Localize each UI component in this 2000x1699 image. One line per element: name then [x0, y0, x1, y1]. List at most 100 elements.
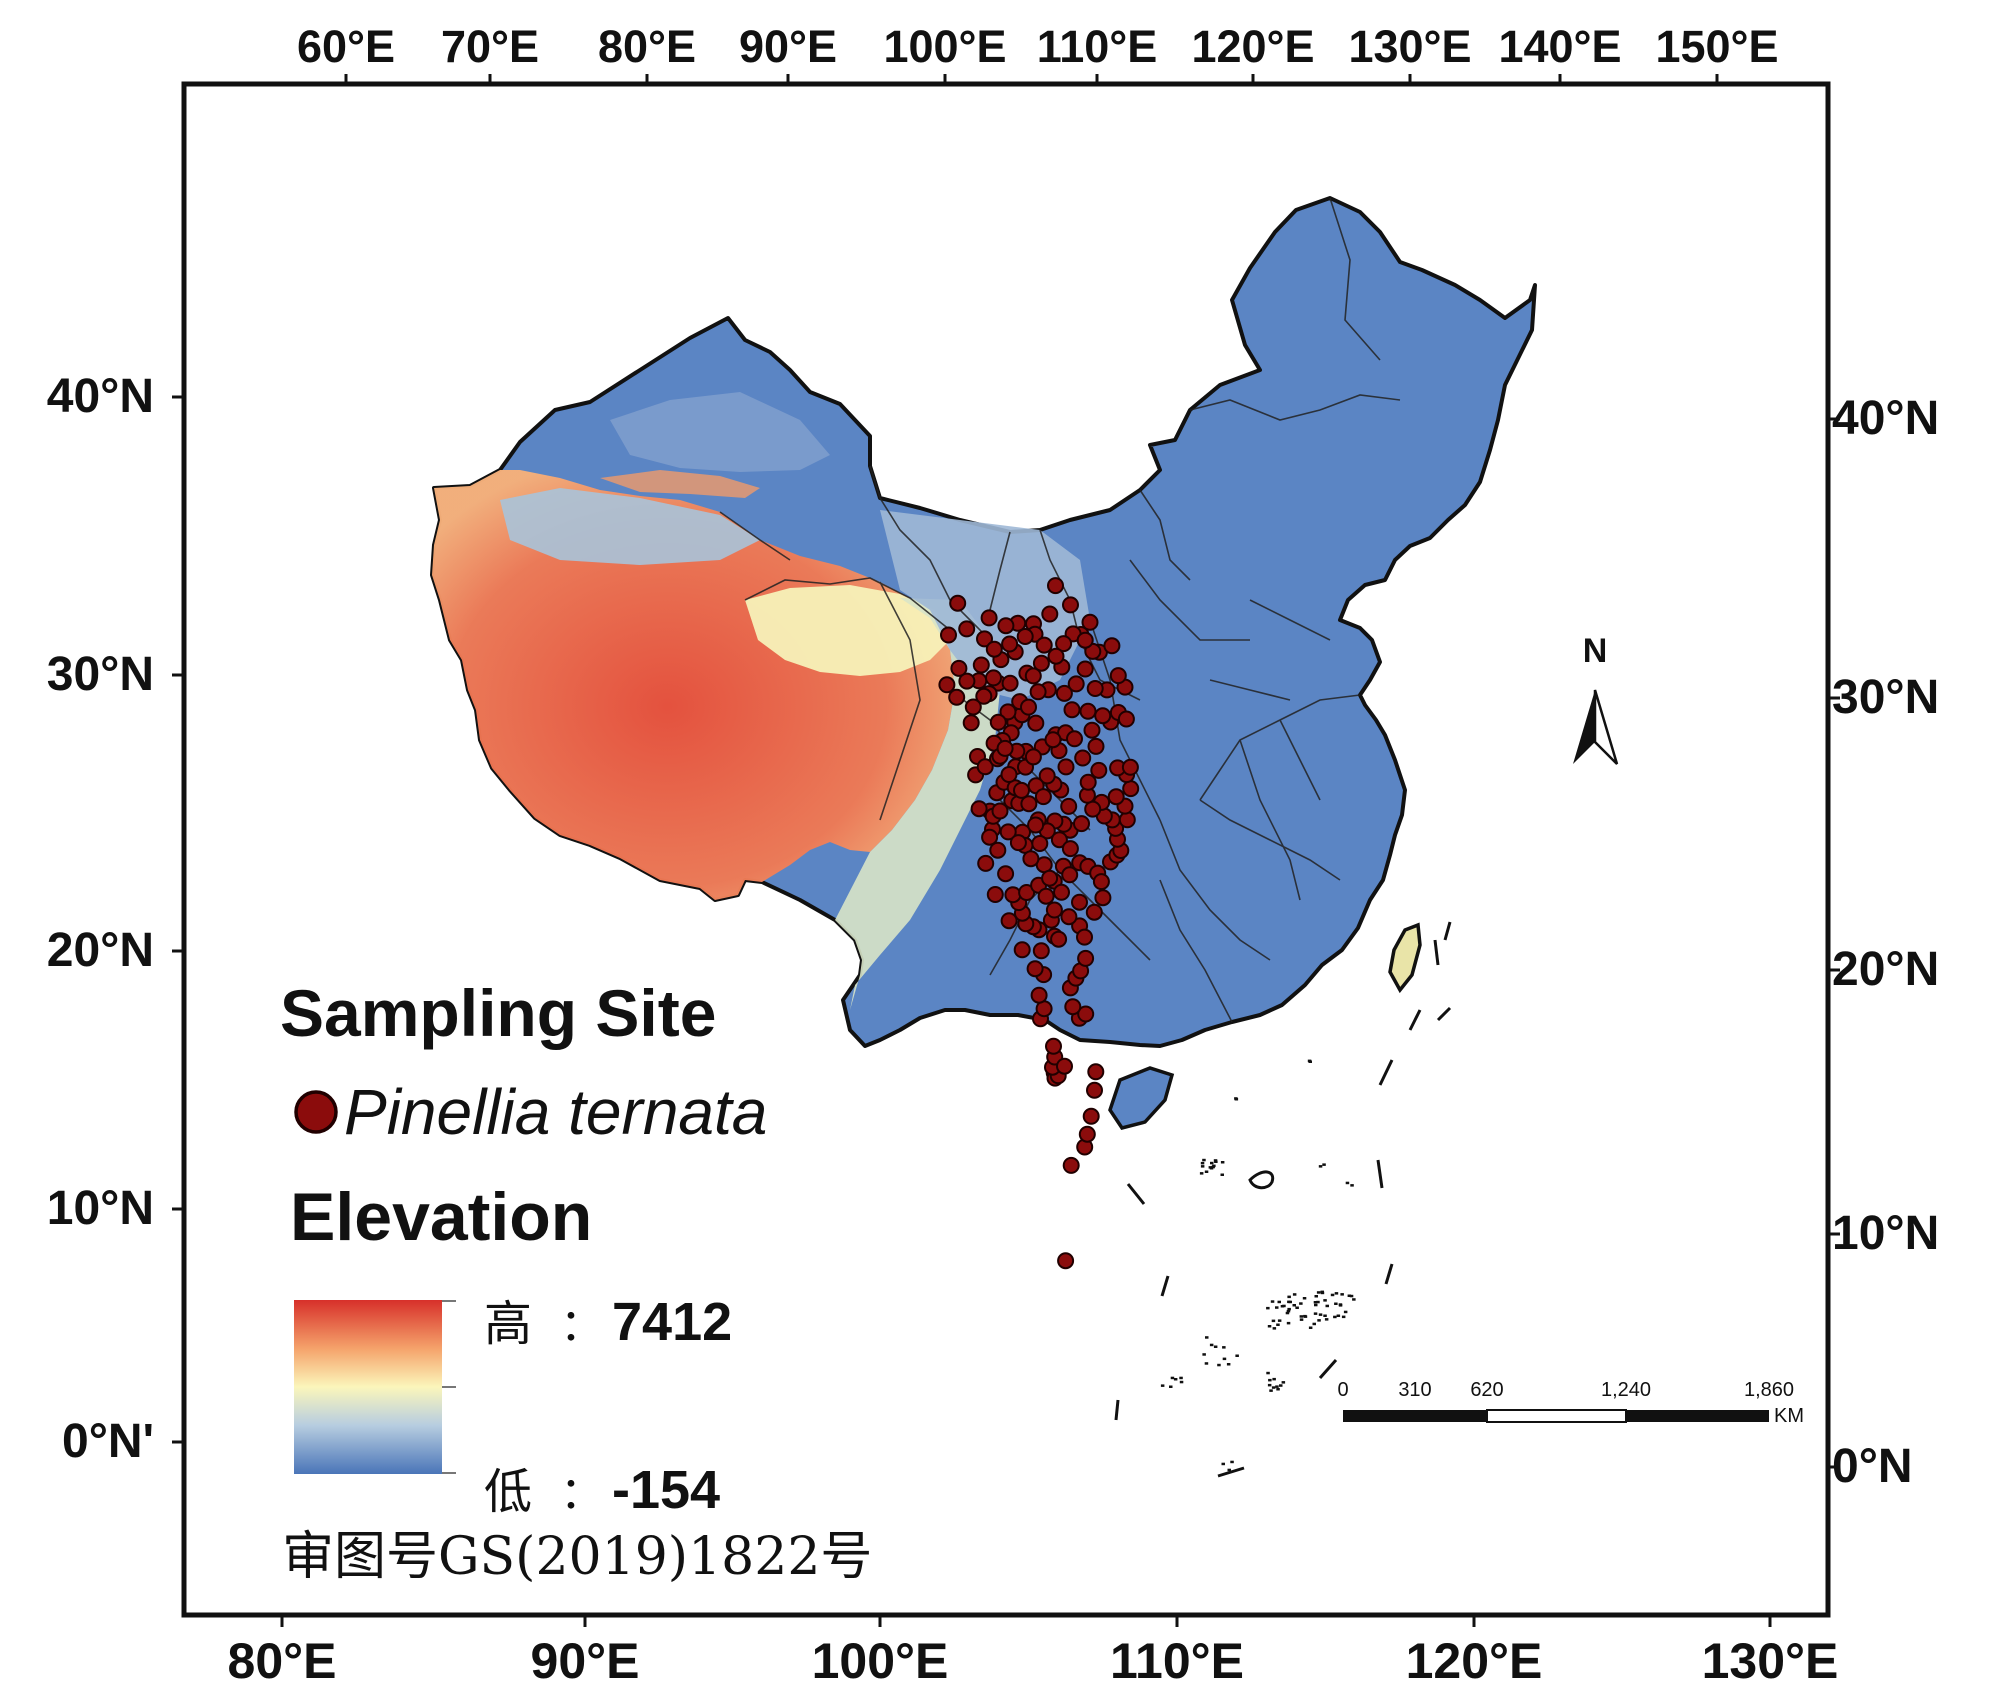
sampling-site-point	[1078, 1125, 1096, 1143]
sampling-site-point	[976, 630, 993, 648]
sampling-site-point	[1038, 767, 1056, 785]
sampling-site-point	[1041, 605, 1059, 623]
sampling-site-point	[1045, 1037, 1062, 1055]
reef-dot	[1211, 1165, 1215, 1169]
sampling-site-point	[1009, 834, 1027, 852]
reef-dot	[1222, 1346, 1226, 1349]
sampling-site-point	[999, 823, 1017, 841]
reef-dot	[1267, 1383, 1272, 1387]
reef-dot	[1235, 1354, 1239, 1357]
top-tick-label: 60°E	[297, 21, 395, 72]
sampling-site-point	[962, 714, 980, 732]
sampling-site-point	[949, 594, 967, 612]
reef-dot	[1292, 1293, 1297, 1296]
reef-dot	[1170, 1376, 1175, 1380]
sampling-site-point	[948, 688, 966, 706]
legend-low-value: -154	[612, 1460, 720, 1520]
legend-high-char: 高	[484, 1296, 532, 1352]
reef-dot	[1287, 1295, 1291, 1299]
reef-dot	[1270, 1300, 1275, 1303]
reef-dot	[1286, 1309, 1291, 1313]
reef-dot	[1334, 1292, 1339, 1295]
sampling-site-point	[1094, 707, 1112, 725]
reef-dot	[1333, 1315, 1337, 1319]
scale-label-1860: 1,860	[1744, 1379, 1794, 1401]
legend-species-label: Pinellia ternata	[344, 1076, 767, 1148]
elevation-zone-basin-junggar	[610, 392, 830, 472]
map-review-number: 审图号GS(2019)1822号	[282, 1527, 872, 1587]
reef-dot	[1214, 1160, 1218, 1163]
reef-dot	[1272, 1377, 1276, 1381]
reef-dot	[1308, 1326, 1313, 1329]
elevation-zone-basin-tarim	[500, 488, 760, 565]
sampling-site-point	[1027, 816, 1045, 834]
reef-dot	[1213, 1345, 1218, 1348]
sampling-site-point	[989, 713, 1007, 731]
legend-elevation-title: Elevation	[290, 1179, 592, 1255]
sampling-site-point	[1076, 631, 1094, 649]
sampling-site-point	[1024, 667, 1042, 685]
reef-dot	[1179, 1376, 1183, 1380]
reef-dot	[1288, 1300, 1292, 1304]
sampling-site-point	[1013, 941, 1031, 959]
sampling-site-point	[1057, 1252, 1075, 1270]
top-tick-label: 140°E	[1498, 21, 1621, 72]
sampling-site-point	[1087, 737, 1105, 755]
sampling-site-point	[1045, 901, 1063, 919]
reef-dot	[1230, 1460, 1234, 1464]
legend-low-char: 低	[484, 1464, 532, 1520]
top-tick-label: 80°E	[598, 21, 696, 72]
reef-dot	[1272, 1327, 1277, 1330]
reef-dot	[1268, 1378, 1272, 1382]
bottom-tick-labels: 80°E 90°E 100°E 110°E 120°E 130°E	[228, 1633, 1839, 1689]
reef-dot	[1277, 1319, 1282, 1322]
legend-high-separator: ：	[560, 1300, 604, 1351]
reef-dot	[1338, 1304, 1343, 1307]
sampling-site-point	[1004, 886, 1022, 904]
reef-dot	[1341, 1315, 1346, 1319]
sampling-site-point	[985, 640, 1003, 658]
reef-dot	[1314, 1303, 1318, 1307]
sampling-site-point	[1041, 869, 1059, 887]
reef-dot	[1220, 1173, 1224, 1176]
reef-dot	[1217, 1363, 1221, 1367]
top-tick-label: 150°E	[1655, 21, 1778, 72]
scale-label-1240: 1,240	[1601, 1379, 1651, 1401]
sampling-site-point	[1035, 636, 1053, 654]
sampling-site-point	[1055, 635, 1073, 653]
reef-dot	[1205, 1336, 1209, 1339]
elevation-zone-high	[432, 470, 955, 900]
reef-dot	[1204, 1362, 1209, 1365]
reef-dot	[1210, 1161, 1214, 1165]
sampling-site-point	[1031, 835, 1049, 852]
sampling-site-point	[1087, 1063, 1105, 1081]
top-tick-label: 130°E	[1348, 21, 1471, 72]
reef-dot	[1179, 1380, 1184, 1384]
sampling-site-point	[1062, 1156, 1080, 1174]
reef-dot	[1286, 1321, 1291, 1325]
sampling-site-point	[986, 886, 1004, 903]
legend-high-value: 7412	[612, 1292, 732, 1352]
sampling-site-point	[1032, 654, 1050, 672]
sampling-site-point	[1107, 788, 1125, 806]
reef-dot	[1209, 1343, 1214, 1347]
reef-dot	[1160, 1384, 1165, 1387]
top-tick-label: 70°E	[441, 21, 539, 72]
reef-dot	[1299, 1318, 1304, 1321]
sampling-site-point	[1121, 758, 1139, 776]
reef-dot	[1303, 1314, 1307, 1318]
sampling-site-point	[1117, 710, 1135, 728]
sampling-site-point	[1077, 949, 1095, 967]
top-tick-label: 100°E	[883, 21, 1006, 72]
right-tick-label: 10°N	[1832, 1207, 1939, 1260]
reef-dot	[1324, 1318, 1329, 1321]
sampling-site-point	[1063, 701, 1081, 719]
reef-dot	[1275, 1385, 1279, 1388]
reef-dot	[1271, 1386, 1276, 1389]
sampling-site-point	[1077, 1005, 1095, 1023]
reef-dot	[1226, 1363, 1231, 1366]
top-tick-label: 110°E	[1037, 21, 1158, 72]
sampling-site-point	[989, 841, 1007, 859]
reef-dot	[1313, 1301, 1318, 1304]
